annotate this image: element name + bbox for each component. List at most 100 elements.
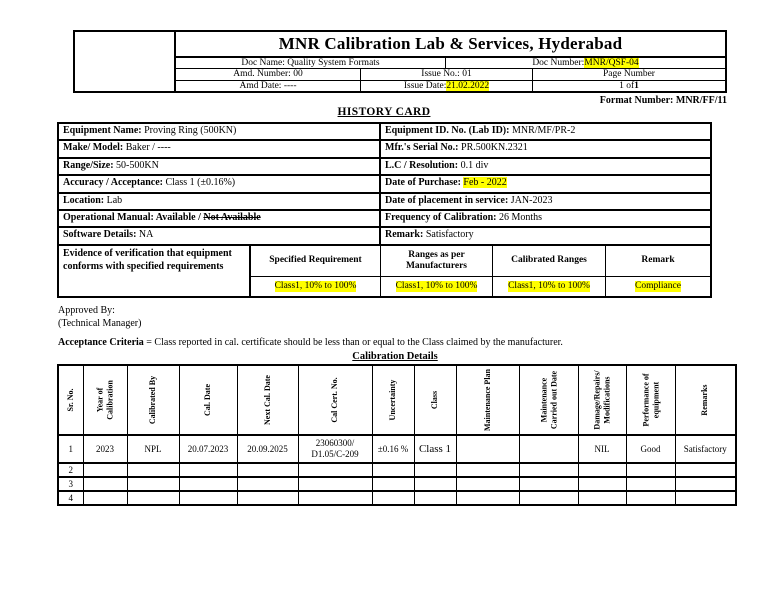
evidence-value: Class1, 10% to 100%: [508, 280, 590, 292]
cal-cell: [625, 462, 676, 478]
history-row: Accuracy / Acceptance: Class 1 (±0.16%) …: [59, 176, 710, 194]
history-card-table: Equipment Name: Proving Ring (500KN) Equ…: [57, 122, 712, 298]
column-header-sr-no: Sr. No.: [57, 364, 84, 436]
make-model-cell: Make/ Model: Baker / ----: [59, 141, 381, 157]
cal-cell: [413, 490, 457, 506]
issue-date-label: Issue Date:: [403, 80, 447, 91]
cal-cell: Satisfactory: [674, 434, 737, 464]
cal-cell: [625, 490, 676, 506]
column-header-remarks: Remarks: [674, 364, 737, 436]
field-label: Location:: [63, 194, 105, 206]
software-details-cell: Software Details: NA: [59, 228, 381, 244]
approved-by-block: Approved By: (Technical Manager): [58, 304, 141, 330]
date-of-purchase-cell: Date of Purchase: Feb - 2022: [381, 176, 710, 191]
doc-header-row: Amd Date: ---- Issue Date: 21.02.2022 1 …: [176, 80, 725, 91]
cal-cell: [236, 462, 299, 478]
cal-cell: [236, 490, 299, 506]
field-label: Range/Size:: [63, 159, 114, 171]
field-label: Equipment Name:: [63, 125, 142, 136]
cal-cell: [126, 462, 180, 478]
cal-cell: 4: [57, 490, 84, 506]
field-label: Accuracy / Acceptance:: [63, 177, 163, 189]
range-size-cell: Range/Size: 50-500KN: [59, 158, 381, 175]
doc-header-right: MNR Calibration Lab & Services, Hyderaba…: [176, 32, 725, 91]
amd-number-cell: Amd. Number: 00: [176, 69, 361, 80]
cal-cell: [455, 490, 520, 506]
field-value: Baker / ----: [123, 142, 171, 154]
logo-box: [75, 32, 176, 91]
page-value-cell: 1 of 1: [533, 81, 725, 91]
evidence-header-remark: Remark: [641, 255, 675, 266]
field-label: Mfr.'s Serial No.:: [385, 142, 459, 154]
cal-cell: [371, 476, 415, 492]
technical-manager-line: (Technical Manager): [58, 318, 142, 329]
page-value: 1 of: [619, 80, 635, 91]
cal-cell: [82, 462, 128, 478]
cal-cell: [178, 462, 238, 478]
evidence-value-cell: Compliance: [606, 277, 710, 296]
cal-cell: [518, 490, 579, 506]
page-value-bold: 1: [634, 80, 639, 91]
evidence-value-cell: Class1, 10% to 100%: [381, 276, 493, 296]
calibration-row-1: 1 2023 NPL 20.07.2023 20.09.2025 2306030…: [57, 434, 737, 464]
cal-cell: 2: [57, 462, 84, 478]
field-value: JAN-2023: [508, 194, 553, 206]
cal-cell: 1: [57, 434, 84, 464]
history-row: Location: Lab Date of placement in servi…: [59, 193, 710, 211]
history-row: Software Details: NA Remark: Satisfactor…: [59, 228, 710, 246]
field-value: NA: [136, 229, 154, 241]
amd-date-cell: Amd Date: ----: [176, 80, 361, 91]
cal-cell: [297, 462, 373, 478]
field-label: Make/ Model:: [63, 142, 124, 154]
cal-cell: [297, 490, 373, 506]
cal-cell: [126, 476, 180, 492]
field-label: Software Details:: [63, 229, 137, 241]
evidence-grid: Specified Requirement Ranges as per Manu…: [251, 245, 710, 296]
history-row: Range/Size: 50-500KN L.C / Resolution: 0…: [59, 158, 710, 177]
serial-no-cell: Mfr.'s Serial No.: PR.500KN.2321: [381, 141, 710, 156]
evidence-header-specified: Specified Requirement: [251, 245, 381, 276]
cal-cell: [674, 462, 737, 478]
history-card-heading: HISTORY CARD: [337, 106, 431, 118]
cal-cell: [674, 490, 737, 506]
issue-date-value: 21.02.2022: [446, 80, 490, 91]
field-value: Satisfactory: [423, 229, 474, 241]
history-row: Make/ Model: Baker / ---- Mfr.'s Serial …: [59, 141, 710, 159]
cal-cell: 3: [57, 476, 84, 492]
field-label: Remark:: [385, 229, 424, 241]
calibration-header-row: Sr. No. Year of Calibration Calibrated B…: [57, 364, 737, 436]
cal-cell: [455, 434, 520, 464]
cal-cell: NIL: [577, 434, 627, 464]
cal-cell: [518, 462, 579, 478]
acceptance-criteria: Acceptance Criteria = Class reported in …: [58, 337, 563, 348]
cal-cell: [625, 476, 676, 492]
calibration-details-heading: Calibration Details: [352, 351, 438, 362]
field-label: Operational Manual:: [63, 211, 154, 223]
column-header-year: Year of Calibration: [82, 364, 128, 436]
lc-resolution-cell: L.C / Resolution: 0.1 div: [381, 159, 710, 174]
column-header-performance: Performance of equipment: [625, 364, 676, 436]
evidence-header-ranges: Ranges as per Manufacturers: [381, 245, 493, 276]
field-label: Date of Purchase:: [385, 177, 464, 189]
evidence-headers: Specified Requirement Ranges as per Manu…: [251, 245, 710, 277]
remark-cell: Remark: Satisfactory: [381, 228, 710, 243]
field-value-highlighted: Feb - 2022: [463, 177, 507, 189]
cal-cell: 23060300/ D1.05/C-209: [297, 434, 373, 464]
column-header-calibrated-by: Calibrated By: [126, 364, 180, 436]
evidence-value-cell: Class1, 10% to 100%: [251, 276, 381, 296]
cal-cell: [236, 476, 299, 492]
field-label: Equipment ID. No. (Lab ID):: [385, 125, 510, 136]
approved-by-line: Approved By:: [58, 305, 115, 316]
history-row: Equipment Name: Proving Ring (500KN) Equ…: [59, 124, 710, 142]
calibration-row-4: 4: [57, 490, 737, 506]
field-value: 26 Months: [496, 211, 543, 223]
evidence-value: Compliance: [635, 280, 681, 292]
column-header-damage-repairs: Damage/Repairs/ Modifications: [577, 364, 627, 436]
field-label: Frequency of Calibration:: [385, 211, 497, 223]
cal-cell: [126, 490, 180, 506]
cal-cell: [371, 490, 415, 506]
equipment-name-cell: Equipment Name: Proving Ring (500KN): [59, 124, 381, 140]
doc-number-value: MNR/QSF-04: [584, 58, 639, 69]
column-header-cal-date: Cal. Date: [178, 364, 238, 436]
